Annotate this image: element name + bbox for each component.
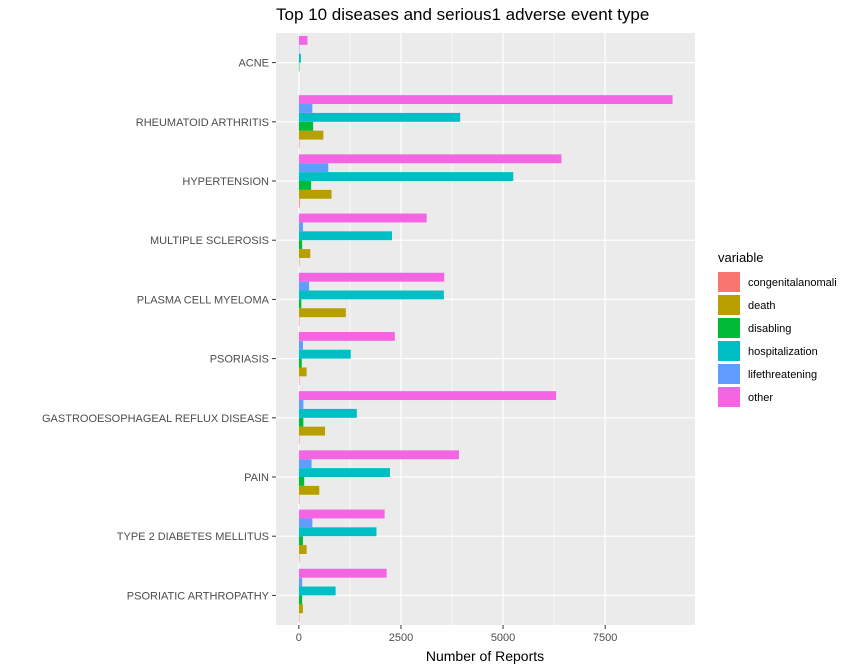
bar-disabling — [298, 181, 312, 190]
bar-lifethreatening — [298, 400, 304, 409]
legend-key-death — [718, 295, 740, 315]
legend-key-hospitalization — [718, 341, 740, 361]
bar-lifethreatening — [298, 340, 303, 350]
chart-title: Top 10 diseases and serious1 adverse eve… — [276, 5, 649, 24]
legend-title: variable — [718, 250, 764, 265]
bar-death — [298, 130, 324, 140]
bar-other — [298, 95, 673, 105]
bar-congenitalanomali — [298, 435, 300, 445]
bar-hospitalization — [298, 290, 444, 300]
bar-hospitalization — [298, 112, 461, 122]
bar-lifethreatening — [298, 577, 303, 587]
x-tick-label: 0 — [296, 632, 302, 644]
bar-death — [298, 604, 303, 614]
legend-key-other — [718, 387, 740, 407]
bar-disabling — [298, 477, 305, 486]
bar-other — [298, 213, 427, 223]
bar-lifethreatening — [298, 163, 329, 173]
legend-key-lifethreatening — [718, 364, 740, 384]
bar-hospitalization — [298, 527, 377, 537]
legend-key-disabling — [718, 318, 740, 338]
bar-disabling — [298, 595, 303, 605]
legend-key-congenitalanomali — [718, 272, 740, 292]
bar-death — [298, 308, 346, 318]
x-tick-label: 5000 — [491, 632, 515, 644]
bar-lifethreatening — [298, 44, 300, 54]
bar-congenitalanomali — [298, 494, 300, 504]
bar-disabling — [298, 358, 302, 368]
bar-hospitalization — [298, 53, 301, 63]
y-tick-label: MULTIPLE SCLEROSIS — [150, 235, 269, 247]
bar-other — [298, 154, 562, 164]
bar-death — [298, 426, 326, 436]
x-tick-label: 2500 — [389, 632, 413, 644]
bar-congenitalanomali — [298, 613, 300, 623]
bar-hospitalization — [298, 172, 514, 181]
legend-label: death — [748, 300, 776, 312]
bar-hospitalization — [298, 468, 390, 477]
bar-disabling — [298, 299, 302, 309]
y-tick-label: PSORIASIS — [210, 354, 269, 366]
bar-other — [298, 35, 308, 45]
x-tick-label: 7500 — [593, 632, 617, 644]
bars — [298, 35, 673, 623]
legend-label: hospitalization — [748, 346, 818, 358]
bar-disabling — [298, 240, 303, 250]
bar-death — [298, 189, 332, 199]
bar-disabling — [298, 417, 304, 427]
plot-panel — [276, 33, 695, 625]
y-tick-label: HYPERTENSION — [182, 176, 269, 188]
legend-label: other — [748, 392, 773, 404]
legend-label: lifethreatening — [748, 369, 817, 381]
bar-other — [298, 272, 445, 282]
legend-label: disabling — [748, 323, 791, 335]
bar-lifethreatening — [298, 459, 312, 469]
x-axis-title: Number of Reports — [426, 648, 544, 664]
bar-lifethreatening — [298, 281, 310, 291]
bar-lifethreatening — [298, 518, 313, 528]
bar-other — [298, 331, 395, 341]
bar-lifethreatening — [298, 222, 303, 232]
bar-other — [298, 509, 385, 519]
bar-hospitalization — [298, 586, 336, 596]
y-tick-label: PAIN — [244, 472, 269, 484]
bar-congenitalanomali — [298, 198, 300, 208]
bar-lifethreatening — [298, 104, 313, 113]
y-tick-label: RHEUMATOID ARTHRITIS — [136, 117, 269, 129]
y-tick-label: GASTROOESOPHAGEAL REFLUX DISEASE — [42, 413, 269, 425]
bar-hospitalization — [298, 231, 392, 241]
y-tick-label: PSORIATIC ARTHROPATHY — [127, 590, 270, 602]
bar-disabling — [298, 121, 314, 131]
bar-hospitalization — [298, 349, 351, 359]
bar-disabling — [298, 536, 303, 546]
legend-label: congenitalanomali — [748, 277, 837, 289]
bar-congenitalanomali — [298, 376, 300, 386]
bar-death — [298, 485, 320, 495]
bar-congenitalanomali — [298, 317, 300, 327]
bar-other — [298, 450, 459, 460]
bar-other — [298, 391, 557, 401]
bar-disabling — [298, 62, 300, 72]
bar-congenitalanomali — [298, 257, 300, 267]
bar-congenitalanomali — [298, 553, 300, 563]
bar-congenitalanomali — [298, 139, 300, 149]
y-tick-label: TYPE 2 DIABETES MELLITUS — [117, 531, 269, 543]
bar-death — [298, 249, 311, 258]
legend: variable congenitalanomali death disabling… — [718, 250, 837, 407]
bar-other — [298, 568, 387, 578]
y-axis: ACNE RHEUMATOID ARTHRITIS HYPERTENSION MULT… — [42, 58, 276, 602]
y-tick-label: PLASMA CELL MYELOMA — [137, 294, 270, 306]
x-axis: 0 2500 5000 7500 — [296, 625, 617, 644]
bar-hospitalization — [298, 408, 357, 418]
y-tick-label: ACNE — [238, 58, 269, 70]
bar-death — [298, 545, 307, 554]
bar-death — [298, 367, 307, 377]
